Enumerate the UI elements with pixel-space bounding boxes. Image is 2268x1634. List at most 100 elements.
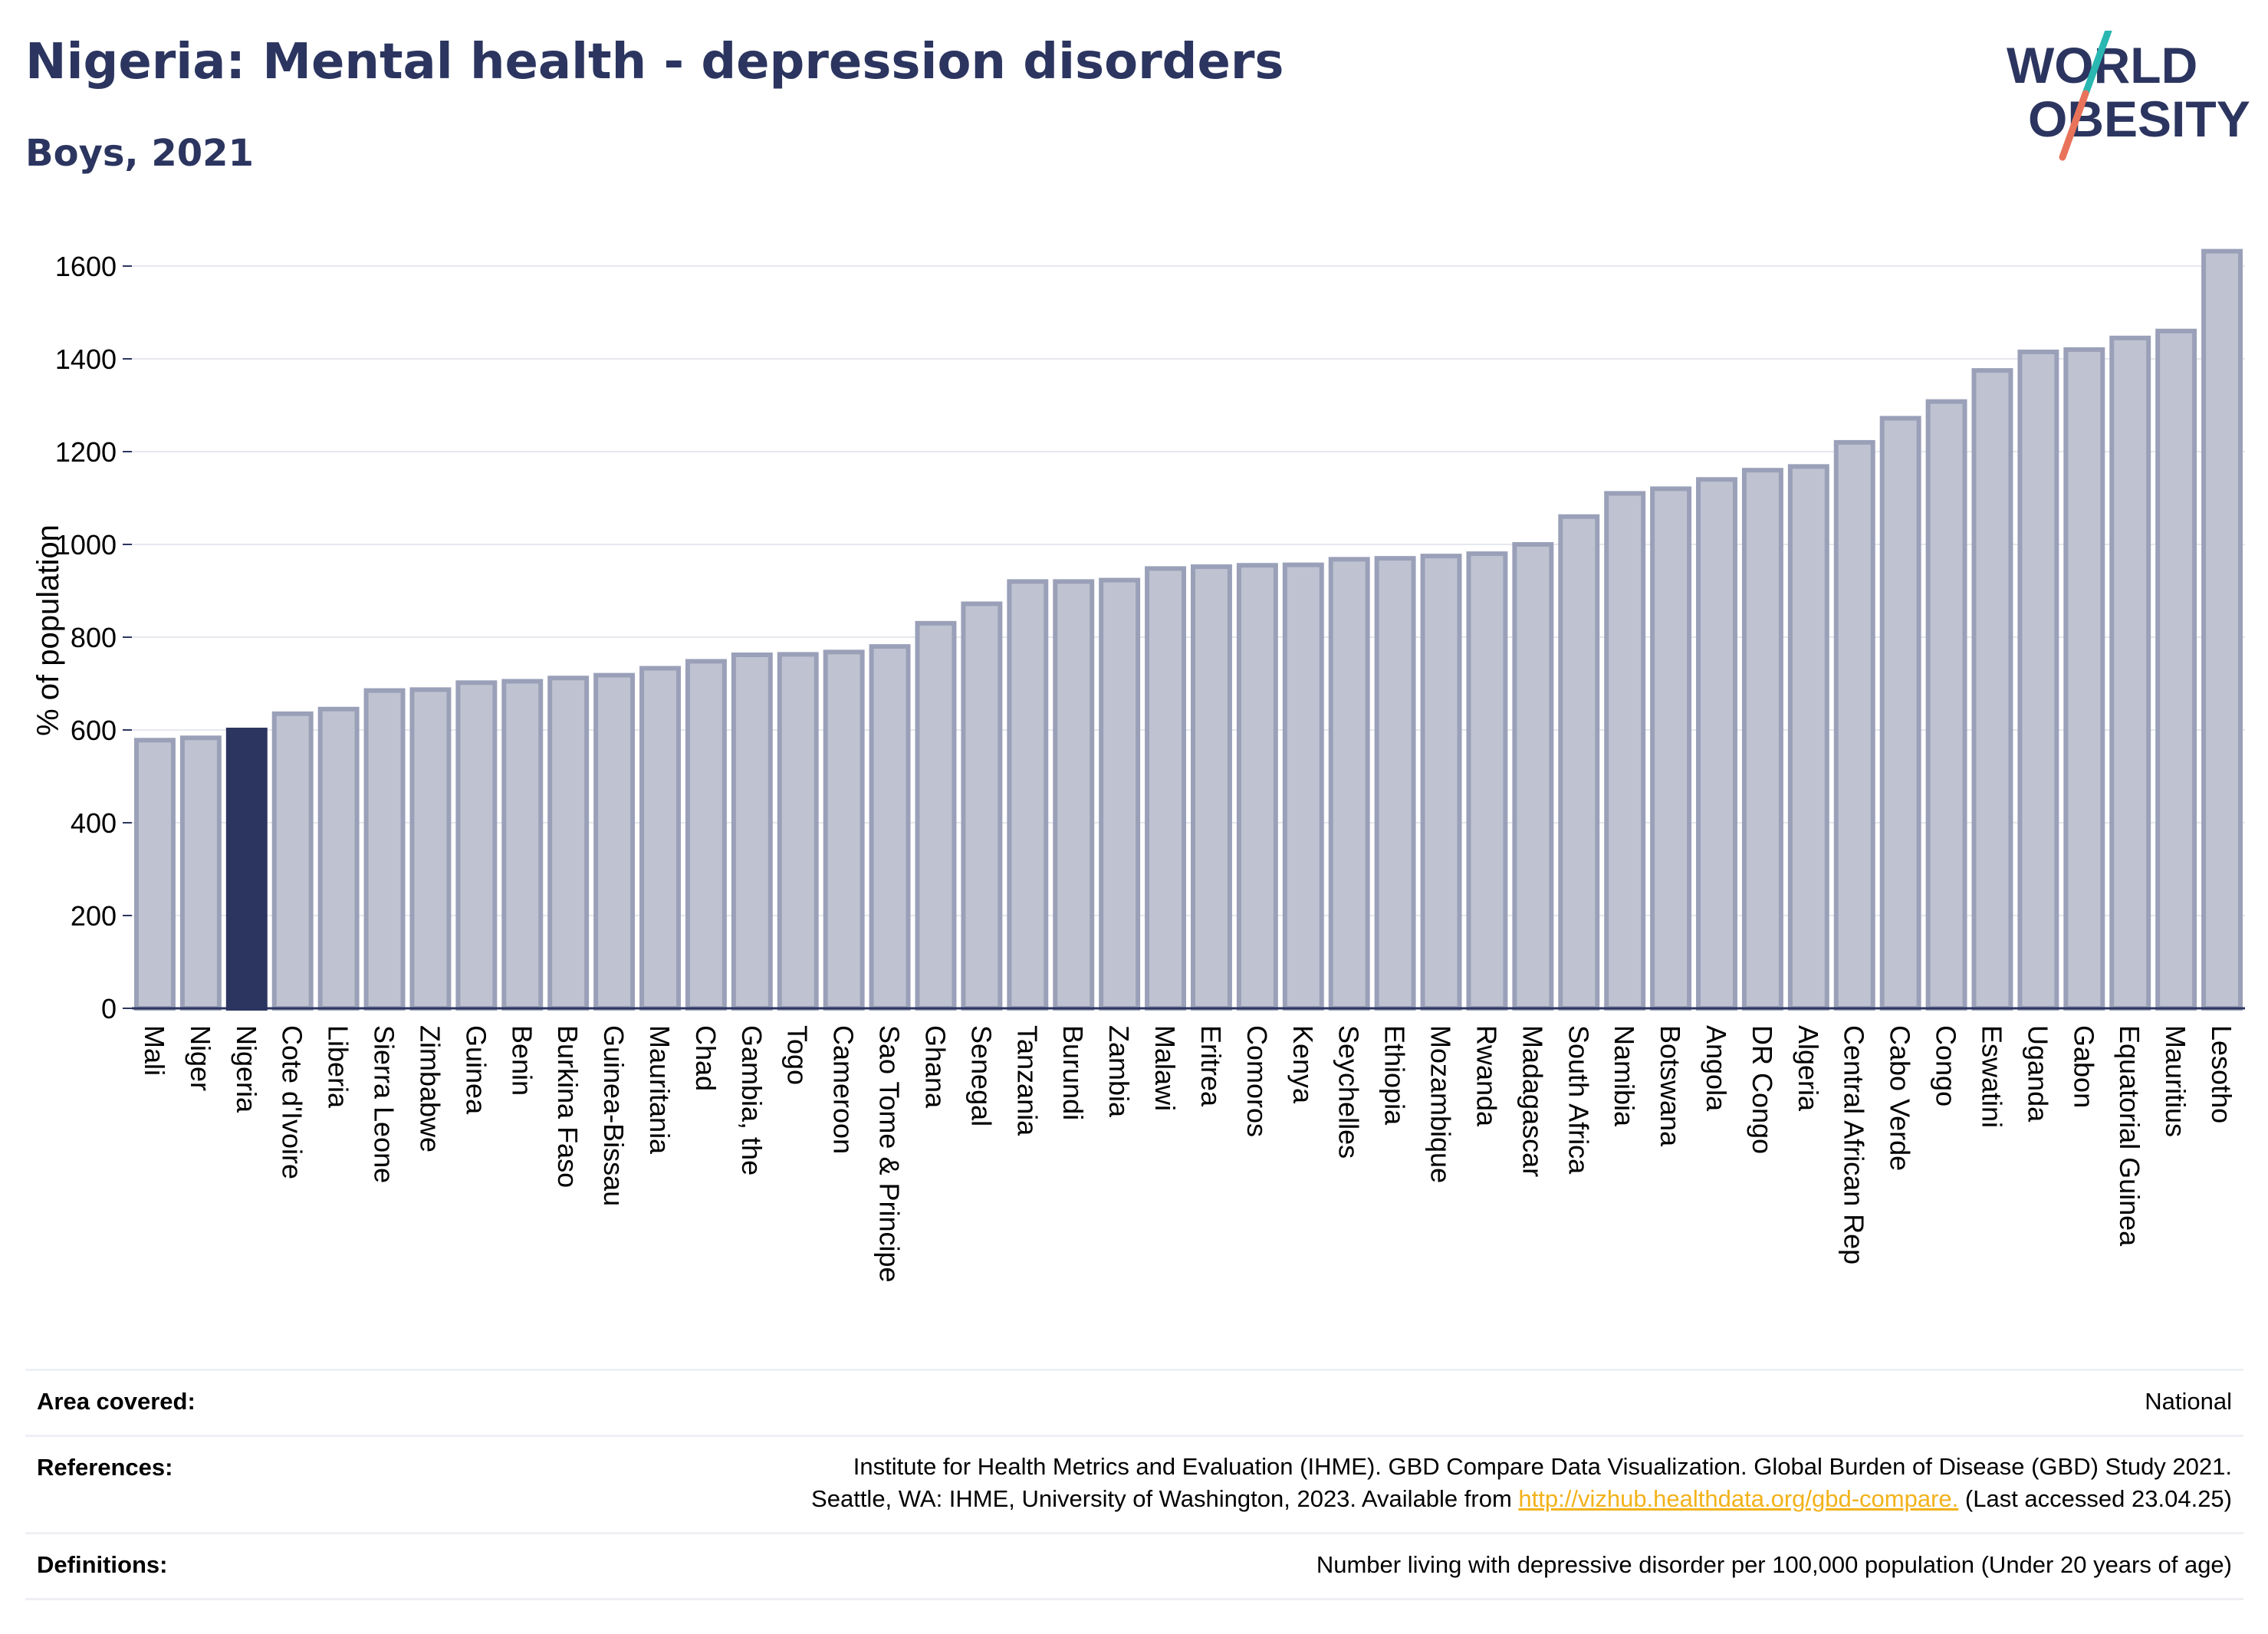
bars-layer	[133, 248, 2243, 1011]
x-tick-label: Uganda	[2022, 1025, 2053, 1123]
bar-tanzania	[1007, 579, 1049, 1011]
x-tick-label: Liberia	[323, 1025, 354, 1109]
bar-malawi	[1145, 566, 1187, 1011]
x-tick-label: Mozambique	[1425, 1025, 1457, 1183]
bar-burundi	[1053, 579, 1095, 1011]
x-tick-label: Seychelles	[1333, 1025, 1365, 1159]
chart-footer: Area covered: National References: Insti…	[25, 1369, 2243, 1600]
x-tick-label: Botswana	[1655, 1025, 1686, 1147]
x-tick-label: Sao Tome & Principe	[874, 1025, 906, 1283]
y-tick-label: 0	[101, 993, 117, 1024]
x-tick-label: Mauritania	[644, 1025, 675, 1155]
bar-guinea	[455, 680, 498, 1011]
page-title: Nigeria: Mental health - depression diso…	[25, 34, 1284, 90]
x-tick-label: Cabo Verde	[1885, 1025, 1916, 1171]
page-subtitle: Boys, 2021	[25, 132, 254, 175]
x-tick-label: Ethiopia	[1379, 1025, 1411, 1126]
y-tick-label: 1000	[55, 529, 117, 561]
logo-slash-bottom	[2059, 90, 2089, 161]
bar-nigeria	[225, 728, 268, 1011]
bar-comoros	[1236, 563, 1278, 1011]
x-tick-label: Zimbabwe	[414, 1025, 445, 1152]
bar-lesotho	[2201, 248, 2243, 1011]
footer-row-definitions: Definitions: Number living with depressi…	[25, 1532, 2243, 1600]
bar-mozambique	[1420, 554, 1462, 1011]
bar-eswatini	[1971, 368, 2013, 1011]
bar-namibia	[1604, 491, 1646, 1011]
bar-cameroon	[823, 649, 865, 1011]
bar-gabon	[2063, 347, 2105, 1011]
x-tick-labels: Mali Niger Nigeria Cote d'Ivoire Liberia Sier…	[139, 1025, 2237, 1283]
definitions-label: Definitions:	[37, 1551, 168, 1578]
bar-cote-d-ivoire	[271, 711, 314, 1011]
x-tick-label: Tanzania	[1011, 1025, 1043, 1136]
bar-sierra-leone	[363, 688, 406, 1011]
y-tick-label: 1600	[55, 251, 117, 282]
x-tick-label: Ghana	[919, 1025, 951, 1109]
world-obesity-logo: WORLD OBESITY	[2007, 31, 2250, 161]
references-text: Institute for Health Metrics and Evaluat…	[811, 1451, 2232, 1515]
x-tick-label: Burkina Faso	[552, 1025, 583, 1188]
x-tick-label: Mali	[139, 1025, 170, 1076]
area-covered-value: National	[2145, 1388, 2232, 1415]
x-tick-label: Congo	[1931, 1025, 1962, 1106]
references-label: References:	[37, 1454, 173, 1481]
x-tick-label: Togo	[782, 1025, 814, 1085]
x-tick-label: Niger	[185, 1025, 216, 1091]
bar-equatorial-guinea	[2109, 335, 2151, 1011]
bar-senegal	[961, 601, 1003, 1011]
x-tick-label: South Africa	[1563, 1025, 1594, 1175]
x-tick-label: Kenya	[1287, 1025, 1319, 1104]
bar-ghana	[915, 620, 957, 1011]
bar-algeria	[1787, 464, 1829, 1011]
x-tick-label: Burundi	[1057, 1025, 1089, 1120]
bar-central-african-rep	[1833, 439, 1875, 1011]
x-tick-label: Gabon	[2068, 1025, 2099, 1108]
bar-mauritania	[639, 666, 681, 1011]
bar-zambia	[1099, 577, 1141, 1011]
x-tick-label: Central African Rep	[1839, 1025, 1870, 1264]
x-tick-label: Rwanda	[1471, 1025, 1502, 1127]
x-tick-label: Chad	[690, 1025, 721, 1091]
y-tick-label: 600	[71, 715, 117, 746]
bar-gambia-the	[731, 652, 773, 1011]
x-tick-label: Algeria	[1793, 1025, 1824, 1112]
bar-madagascar	[1512, 542, 1554, 1011]
area-covered-label: Area covered:	[37, 1388, 196, 1415]
references-line-2-prefix: Seattle, WA: IHME, University of Washing…	[811, 1485, 1519, 1512]
y-tick-label: 800	[71, 622, 117, 653]
x-tick-label: Cameroon	[828, 1025, 860, 1154]
y-tick-label: 200	[71, 900, 117, 932]
references-line-2-suffix: (Last accessed 23.04.25)	[1958, 1485, 2232, 1512]
bar-chart: 0 200 400 600 800 1000 1200 1400 1600 Mali Niger N…	[31, 248, 2245, 1283]
bar-uganda	[2017, 349, 2059, 1011]
references-line-1: Institute for Health Metrics and Evaluat…	[853, 1453, 2232, 1480]
x-tick-label: Eritrea	[1195, 1025, 1227, 1107]
x-tick-label: Malawi	[1149, 1025, 1181, 1111]
y-tick-label: 1400	[55, 344, 117, 375]
x-tick-label: DR Congo	[1747, 1025, 1778, 1154]
x-tick-label: Madagascar	[1517, 1025, 1548, 1177]
references-link[interactable]: http://vizhub.healthdata.org/gbd-compare…	[1518, 1485, 1959, 1512]
x-tick-label: Zambia	[1103, 1025, 1135, 1118]
x-tick-label: Guinea-Bissau	[598, 1025, 629, 1206]
bar-kenya	[1282, 562, 1324, 1011]
x-tick-label: Benin	[506, 1025, 537, 1096]
bar-niger	[179, 735, 222, 1011]
bar-rwanda	[1466, 551, 1508, 1011]
y-tick-label: 400	[71, 807, 117, 839]
bar-mauritius	[2155, 328, 2197, 1011]
footer-row-references: References: Institute for Health Metrics…	[25, 1435, 2243, 1532]
x-tick-label: Nigeria	[231, 1025, 262, 1113]
bar-ethiopia	[1374, 556, 1416, 1011]
x-tick-label: Equatorial Guinea	[2114, 1025, 2145, 1247]
logo-text-obesity: OBESITY	[2028, 90, 2250, 147]
bar-benin	[501, 679, 544, 1011]
bar-liberia	[317, 706, 360, 1011]
footer-row-area: Area covered: National	[25, 1369, 2243, 1435]
x-tick-label: Cote d'Ivoire	[277, 1025, 308, 1179]
x-tick-label: Namibia	[1609, 1025, 1640, 1127]
logo-slash-top	[2082, 31, 2112, 97]
x-tick-label: Senegal	[965, 1025, 997, 1126]
bar-burkina-faso	[547, 676, 590, 1011]
